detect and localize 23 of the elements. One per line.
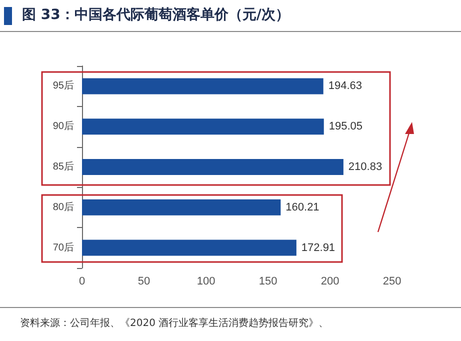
data-label: 160.21 [286, 201, 320, 214]
y-tick-label: 80后 [52, 200, 74, 213]
x-tick-label: 100 [196, 276, 216, 288]
chart-title: 图 33：中国各代际葡萄酒客单价（元/次） [22, 6, 290, 24]
y-tick-label: 95后 [52, 80, 74, 92]
y-tick-label: 90后 [52, 120, 74, 132]
x-tick-label: 200 [320, 276, 340, 288]
y-tick-label: 70后 [52, 241, 74, 254]
bar [82, 240, 296, 256]
x-tick-label: 250 [382, 276, 402, 288]
bar [82, 199, 281, 216]
bar [82, 118, 324, 135]
x-tick-label: 0 [78, 276, 86, 288]
data-label: 172.91 [301, 242, 336, 254]
x-tick-label: 50 [138, 276, 150, 288]
text: 资料来源：公司年报、《2020 酒行业客享生活消费趋势报告研究》、 [20, 316, 329, 330]
bar [82, 159, 344, 175]
x-tick-label: 150 [258, 276, 278, 288]
bar [82, 78, 324, 94]
data-label: 194.63 [328, 80, 362, 92]
data-label: 195.05 [328, 120, 363, 133]
y-tick-label: 85后 [52, 160, 74, 172]
data-label: 210.83 [348, 161, 382, 173]
